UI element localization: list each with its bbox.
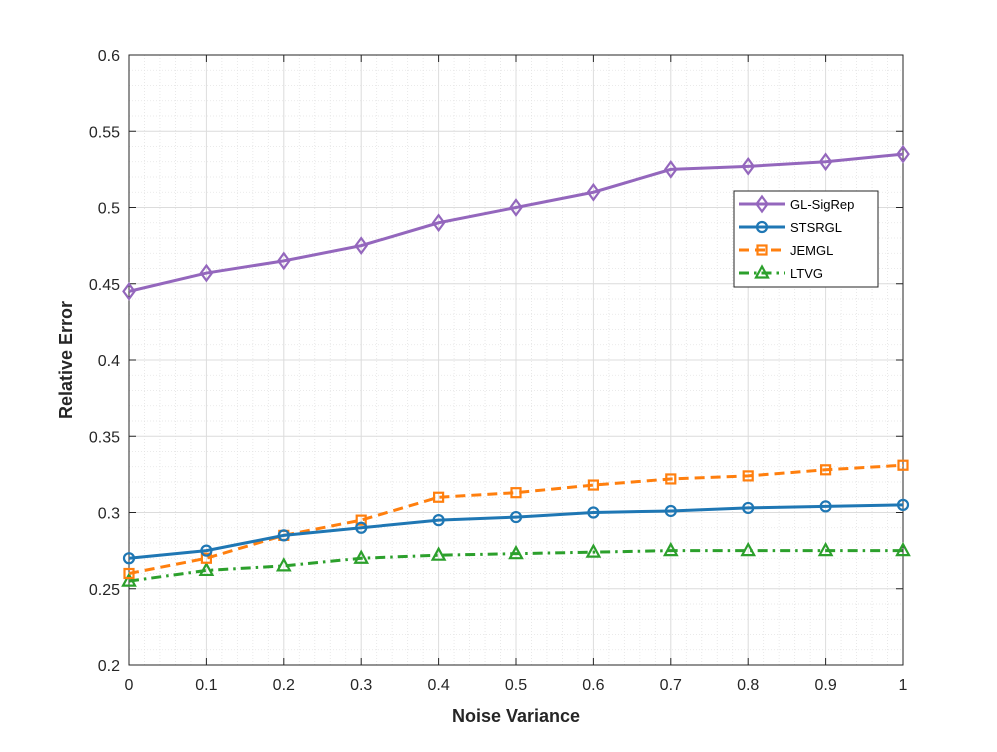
x-tick-label: 0.8 — [737, 677, 759, 694]
data-point-marker — [896, 144, 910, 164]
x-tick-label: 0 — [125, 677, 134, 694]
data-point-marker — [353, 549, 370, 564]
legend-marker — [755, 220, 769, 234]
y-tick-label: 0.25 — [89, 582, 120, 599]
legend-label: GL-SigRep — [790, 197, 854, 212]
y-axis-title: Relative Error — [56, 301, 76, 419]
data-point-marker — [897, 459, 909, 471]
legend-marker — [756, 244, 768, 256]
data-point-marker — [818, 152, 833, 172]
data-point-marker — [509, 198, 523, 217]
tick-labels: 0 0.1 0.2 0.3 0.4 0.5 0.6 0.7 0.8 0.9 1 0.2 0.25 0.3 0… — [89, 48, 908, 694]
data-point-marker — [355, 514, 367, 526]
data-point-marker — [819, 500, 832, 513]
data-point-marker — [199, 263, 214, 283]
legend-label: STSRGL — [790, 220, 842, 235]
data-point-marker — [198, 561, 215, 577]
x-tick-label: 1 — [899, 677, 908, 694]
data-point-marker — [742, 501, 755, 515]
series-group — [121, 144, 911, 587]
data-point-marker — [663, 160, 678, 179]
legend-label: LTVG — [790, 266, 823, 281]
data-point-marker — [123, 567, 135, 580]
series-line — [128, 549, 903, 583]
grid — [128, 54, 904, 666]
data-point-marker — [664, 504, 677, 518]
series-line — [128, 152, 904, 293]
data-point-marker — [200, 552, 212, 564]
y-tick-label: 0.5 — [98, 201, 120, 218]
data-point-marker — [587, 506, 600, 519]
data-point-marker — [741, 156, 756, 176]
y-tick-label: 0.45 — [89, 277, 120, 294]
y-tick-label: 0.35 — [89, 429, 120, 446]
series-gl-sigrep — [122, 144, 910, 301]
data-point-marker — [509, 510, 523, 524]
y-tick-label: 0.4 — [98, 353, 120, 370]
data-point-marker — [819, 464, 832, 476]
x-tick-label: 0.2 — [273, 677, 295, 694]
x-tick-label: 0.9 — [814, 677, 836, 694]
data-point-marker — [587, 479, 600, 491]
data-point-marker — [355, 521, 368, 534]
x-tick-label: 0.4 — [427, 677, 449, 694]
data-point-marker — [508, 544, 524, 560]
data-point-marker — [354, 236, 369, 255]
series-line — [128, 463, 904, 575]
x-tick-label: 0.3 — [350, 677, 372, 694]
data-point-marker — [122, 552, 136, 565]
series-ltvg — [121, 541, 911, 587]
data-point-marker — [277, 529, 290, 542]
data-point-marker — [275, 557, 292, 572]
data-point-marker — [895, 541, 911, 557]
series-jemgl — [123, 459, 909, 580]
x-tick-label: 0.1 — [195, 677, 217, 694]
data-point-marker — [896, 498, 910, 511]
data-point-marker — [586, 182, 601, 202]
y-tick-label: 0.2 — [98, 658, 120, 675]
data-point-marker — [433, 491, 445, 503]
data-point-marker — [585, 543, 602, 558]
x-tick-label: 0.5 — [505, 677, 527, 694]
data-point-marker — [430, 546, 447, 561]
data-point-marker — [121, 572, 137, 587]
y-tick-label: 0.3 — [98, 506, 120, 523]
x-tick-label: 0.6 — [582, 677, 604, 694]
data-point-marker — [742, 470, 754, 482]
y-tick-label: 0.6 — [98, 48, 120, 65]
x-axis-title: Noise Variance — [452, 706, 580, 726]
data-point-marker — [200, 544, 213, 557]
data-point-marker — [122, 282, 136, 301]
legend: GL-SigRep STSRGL JEMGL LTVG — [733, 190, 879, 288]
data-point-marker — [510, 487, 522, 499]
series-stsrgl — [122, 498, 910, 565]
data-point-marker — [276, 251, 291, 271]
legend-label: JEMGL — [790, 243, 833, 258]
data-point-marker — [665, 473, 677, 485]
axes — [128, 54, 904, 666]
x-tick-label: 0.7 — [660, 677, 682, 694]
legend-marker — [755, 194, 769, 214]
data-point-marker — [740, 541, 757, 557]
series-line — [128, 503, 904, 560]
data-point-marker — [817, 541, 834, 557]
data-point-marker — [431, 213, 446, 233]
legend-marker — [754, 264, 770, 279]
data-point-marker — [432, 514, 445, 527]
data-point-marker — [662, 541, 679, 557]
y-tick-label: 0.55 — [89, 124, 120, 141]
